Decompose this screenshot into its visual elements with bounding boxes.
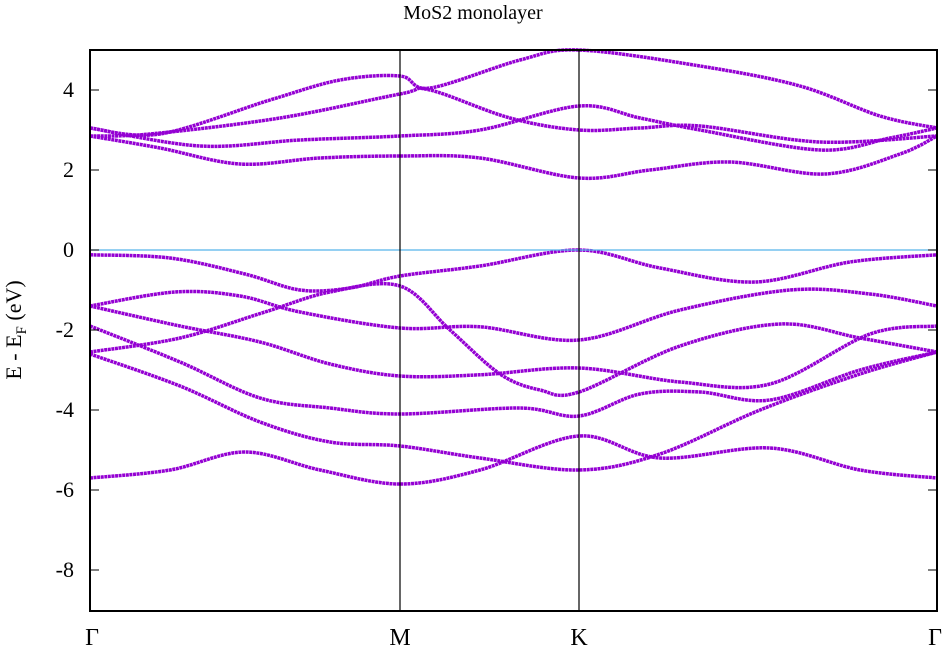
- y-axis-label: E - EF (eV): [0, 280, 31, 380]
- x-tick-m: M: [389, 625, 411, 651]
- y-tick-label: -4: [55, 397, 74, 422]
- y-tick-label: 0: [63, 237, 74, 262]
- y-tick-label: 2: [63, 157, 74, 182]
- band-conduction-2: [89, 104, 938, 152]
- x-tick-k: K: [570, 625, 588, 651]
- band-valence-5: [89, 324, 938, 419]
- band-valence-7: [89, 434, 938, 486]
- band-conduction-4: [89, 48, 938, 137]
- y-tick-marks: [90, 89, 937, 571]
- y-tick-label: 4: [63, 77, 74, 102]
- band-curves: [89, 48, 938, 486]
- chart-title: MoS2 monolayer: [403, 2, 543, 24]
- band-valence-6: [89, 350, 938, 472]
- y-tick-label: -6: [55, 477, 74, 502]
- y-tick-label: -2: [55, 317, 74, 342]
- band-valence-1: [89, 248, 938, 293]
- band-conduction-1: [89, 134, 938, 181]
- band-conduction-3: [89, 86, 938, 145]
- x-tick-gamma-end: Γ: [928, 625, 942, 651]
- y-tick-label: -8: [55, 557, 74, 582]
- x-tick-gamma: Γ: [85, 625, 99, 651]
- band-valence-2: [89, 287, 938, 343]
- band-valence-4: [89, 304, 938, 390]
